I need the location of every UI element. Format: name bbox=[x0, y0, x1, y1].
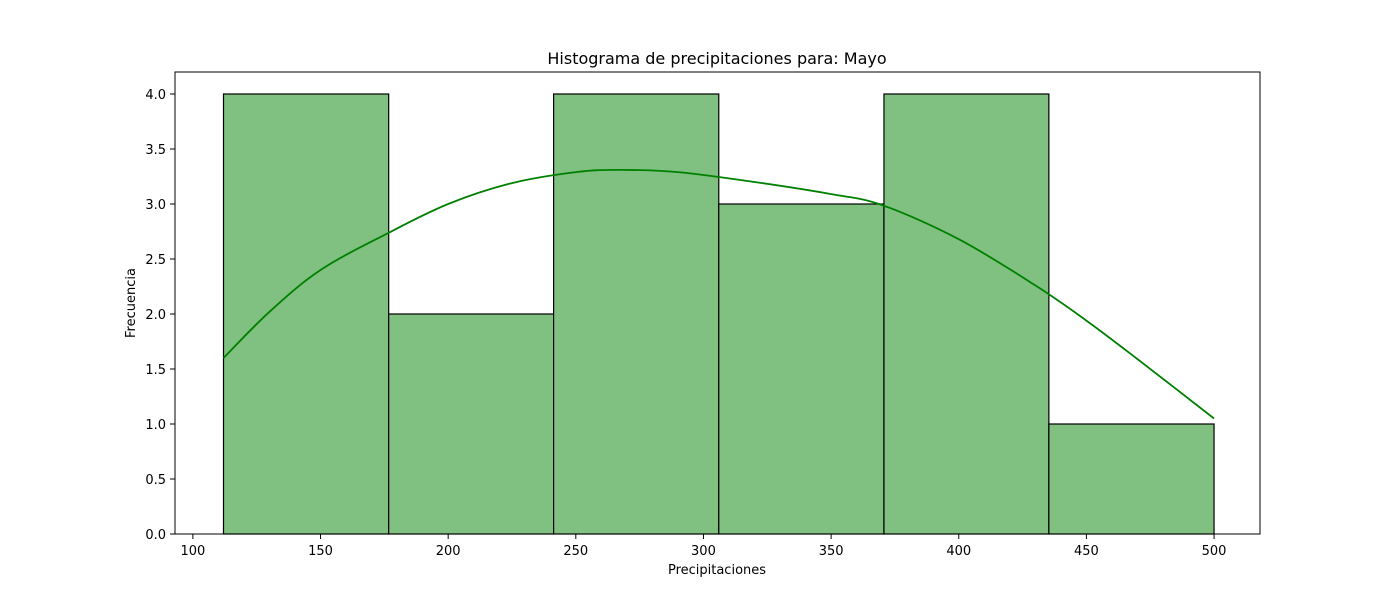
y-tick-label: 3.0 bbox=[145, 198, 166, 213]
x-axis-ticks: 100 150 200 250 300 350 400 450 500 bbox=[180, 534, 1226, 559]
y-tick-label: 2.5 bbox=[145, 253, 166, 268]
kde-curve bbox=[222, 168, 1215, 420]
y-tick-label: 0.5 bbox=[145, 473, 166, 488]
x-tick-label: 450 bbox=[1074, 544, 1099, 559]
x-tick-label: 400 bbox=[946, 544, 971, 559]
histogram-bar-3 bbox=[553, 93, 720, 535]
x-tick-label: 300 bbox=[691, 544, 716, 559]
histogram-bar-6 bbox=[1048, 423, 1215, 535]
x-tick-label: 200 bbox=[436, 544, 461, 559]
y-axis-label: Frecuencia bbox=[124, 268, 139, 338]
x-axis-label: Precipitaciones bbox=[668, 563, 766, 578]
x-tick-label: 250 bbox=[563, 544, 588, 559]
x-tick-label: 500 bbox=[1202, 544, 1227, 559]
bars-layer bbox=[222, 93, 1215, 535]
kde-layer bbox=[222, 168, 1215, 420]
histogram-bar-5 bbox=[883, 93, 1050, 535]
x-tick-label: 350 bbox=[819, 544, 844, 559]
chart-title: Histograma de precipitaciones para: Mayo bbox=[547, 49, 886, 68]
x-tick-label: 150 bbox=[308, 544, 333, 559]
x-tick-label: 100 bbox=[180, 544, 205, 559]
histogram-bar-4 bbox=[718, 203, 885, 535]
y-tick-label: 2.0 bbox=[145, 308, 166, 323]
histogram-bar-2 bbox=[388, 313, 555, 535]
y-axis-ticks: 0.0 0.5 1.0 1.5 2.0 2.5 3.0 3.5 4.0 bbox=[145, 88, 175, 543]
y-tick-label: 1.5 bbox=[145, 363, 166, 378]
y-tick-label: 3.5 bbox=[145, 143, 166, 158]
y-tick-label: 1.0 bbox=[145, 418, 166, 433]
y-tick-label: 4.0 bbox=[145, 88, 166, 103]
y-tick-label: 0.0 bbox=[145, 528, 166, 543]
histogram-bar-1 bbox=[222, 93, 390, 535]
plot-frame bbox=[174, 71, 1261, 535]
